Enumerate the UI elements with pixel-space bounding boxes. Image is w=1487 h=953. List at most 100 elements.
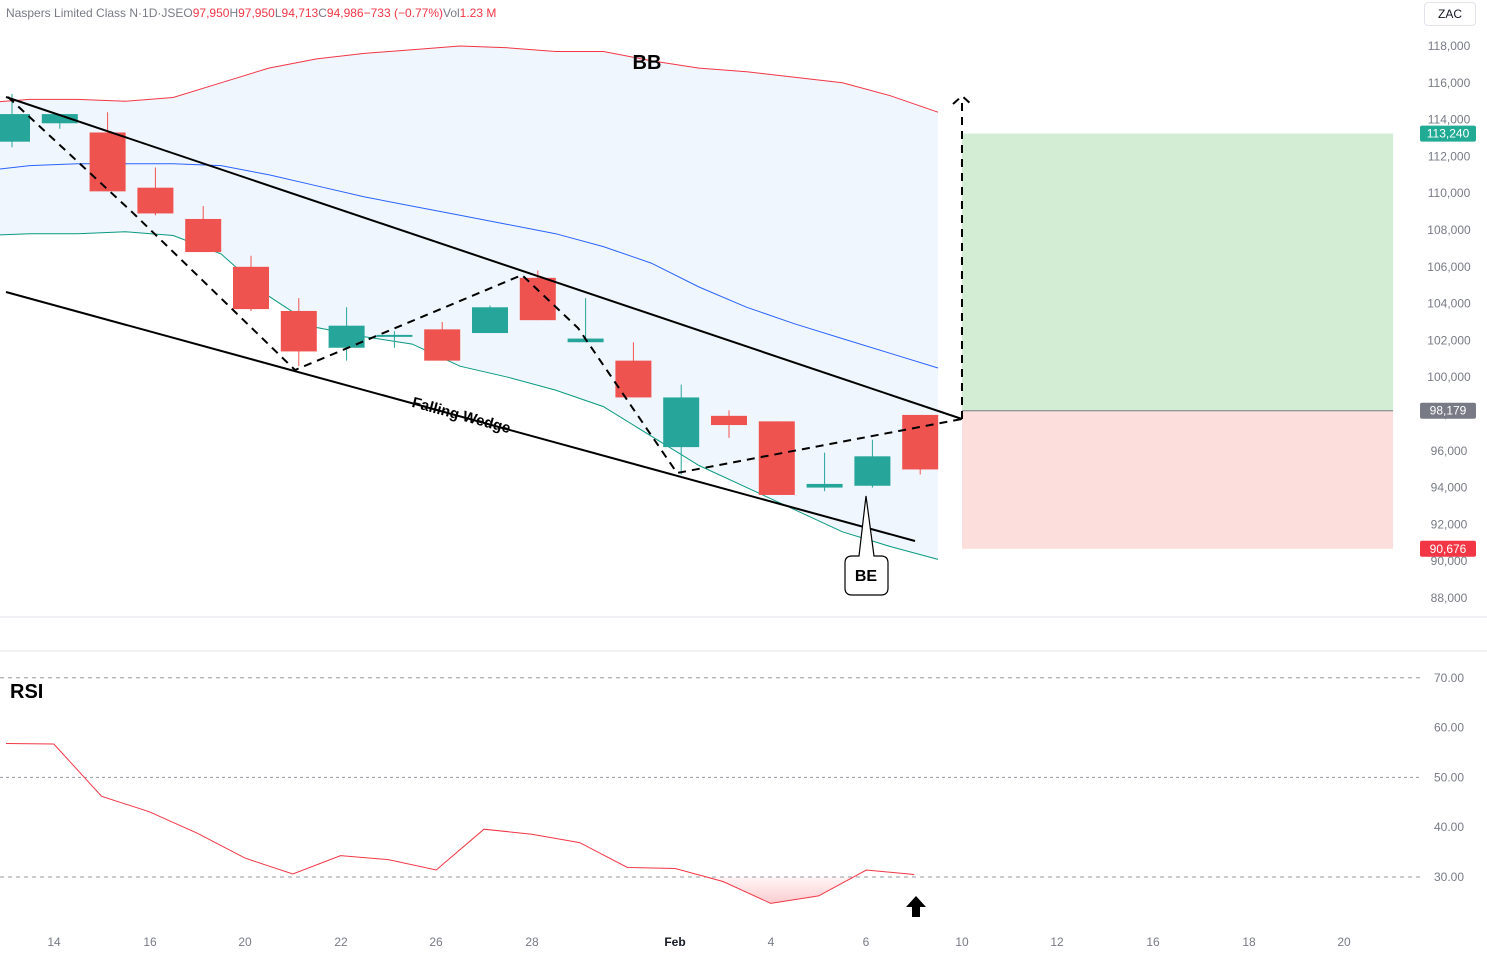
- entry-price-badge-text: 98,179: [1430, 404, 1467, 418]
- rsi-tick-label: 60.00: [1434, 721, 1464, 735]
- time-tick-label: 26: [429, 935, 443, 949]
- rsi-tick-label: 50.00: [1434, 770, 1464, 784]
- time-tick-label: 28: [525, 935, 539, 949]
- price-tick-label: 106,000: [1427, 260, 1471, 274]
- rsi-tick-label: 30.00: [1434, 870, 1464, 884]
- candle-body: [615, 360, 652, 398]
- rsi-oversold-fill: [706, 877, 854, 904]
- candle-body: [758, 421, 795, 495]
- bb-lower-line: [0, 231, 939, 560]
- rsi-title[interactable]: RSI: [10, 681, 43, 703]
- candle: [233, 255, 269, 311]
- bb-label[interactable]: BB: [633, 52, 662, 74]
- wedge-lower-line[interactable]: [5, 291, 916, 542]
- candle-body: [233, 266, 269, 310]
- candle: [89, 112, 126, 192]
- price-tick-label: 90,000: [1431, 554, 1468, 568]
- projection-arrowhead[interactable]: [952, 94, 972, 105]
- candle-body: [0, 114, 30, 142]
- candle-body: [711, 415, 747, 426]
- candle: [328, 307, 365, 361]
- time-axis[interactable]: 14 16 20 22 26 28 Feb 4 6 10 12 16 18 20: [47, 935, 1351, 949]
- time-tick-label: 20: [1337, 935, 1351, 949]
- open-key: O: [183, 6, 193, 20]
- candle-body: [424, 329, 461, 361]
- price-tick-label: 88,000: [1431, 591, 1468, 605]
- price-tick-label: 110,000: [1428, 186, 1471, 200]
- close-key: C: [318, 6, 327, 20]
- time-tick-label: 12: [1050, 935, 1064, 949]
- target-price-badge-bg: [1420, 125, 1476, 142]
- price-tick-label: 94,000: [1431, 481, 1468, 495]
- candle-body: [519, 277, 556, 321]
- symbol-name[interactable]: Naspers Limited Class N: [6, 6, 139, 20]
- candle: [0, 93, 30, 148]
- volume-key: Vol: [442, 6, 460, 20]
- price-tick-label: 116,000: [1428, 76, 1471, 90]
- candle: [806, 452, 843, 492]
- falling-wedge-drawing[interactable]: [5, 96, 963, 542]
- arrow-up-icon[interactable]: [906, 896, 926, 917]
- price-tick-label: 118,000: [1428, 39, 1471, 53]
- candle: [185, 206, 222, 253]
- candle: [41, 114, 78, 129]
- rsi-tick-label: 40.00: [1434, 820, 1464, 834]
- candle: [472, 305, 508, 334]
- candle: [376, 331, 413, 348]
- be-callout-label: BE: [855, 568, 878, 585]
- candle-body: [902, 414, 939, 470]
- price-tick-label: 114,000: [1428, 113, 1471, 127]
- candle-body: [280, 310, 317, 352]
- high-key: H: [229, 6, 239, 20]
- bb-fill: [0, 46, 938, 560]
- be-callout[interactable]: BE: [844, 495, 889, 596]
- time-tick-label: 6: [863, 935, 870, 949]
- candle-body: [663, 397, 700, 448]
- separator: ·: [157, 6, 162, 20]
- candle-body: [328, 325, 365, 348]
- candle: [280, 298, 317, 367]
- change-value: −733 (−0.77%): [363, 6, 443, 20]
- stop-zone[interactable]: [962, 410, 1393, 549]
- time-tick-label: 16: [1146, 935, 1160, 949]
- price-labels: 113,240 98,179 90,676: [1420, 125, 1476, 557]
- stop-price-badge[interactable]: 90,676: [1420, 540, 1476, 557]
- candle-body: [185, 218, 222, 253]
- currency-button[interactable]: ZAC: [1424, 2, 1476, 26]
- rsi-line: [5, 743, 915, 904]
- entry-price-badge-bg: [1420, 402, 1476, 419]
- rsi-levels: [0, 677, 1420, 878]
- zigzag-pattern[interactable]: [7, 96, 963, 475]
- price-tick-label: 102,000: [1427, 333, 1471, 347]
- candle-body: [376, 334, 413, 337]
- time-tick-label: Feb: [664, 935, 685, 949]
- wedge-upper-line[interactable]: [5, 96, 963, 420]
- target-zone[interactable]: [962, 133, 1393, 411]
- rsi-axis[interactable]: 30.00 40.00 50.00 60.00 70.00: [1434, 671, 1464, 884]
- stop-price-badge-text: 90,676: [1430, 542, 1467, 556]
- candles: [0, 93, 939, 495]
- high-value: 97,950: [238, 6, 275, 20]
- candle-body: [472, 307, 508, 334]
- price-tick-label: 96,000: [1431, 444, 1468, 458]
- time-tick-label: 16: [143, 935, 157, 949]
- price-axis[interactable]: 88,00090,00092,00094,00096,00098,000100,…: [1427, 39, 1471, 605]
- target-price-badge[interactable]: 113,240: [1420, 125, 1476, 142]
- interval-label[interactable]: 1D: [142, 6, 158, 20]
- time-tick-label: 4: [768, 935, 775, 949]
- open-value: 97,950: [192, 6, 230, 20]
- entry-price-badge[interactable]: 98,179: [1420, 402, 1476, 419]
- symbol-legend: Naspers Limited Class N · 1D · JSE O 97,…: [6, 6, 496, 20]
- low-key: L: [274, 6, 282, 20]
- candle-body: [137, 187, 174, 214]
- price-tick-label: 104,000: [1427, 297, 1471, 311]
- candle: [663, 384, 700, 475]
- time-tick-label: 10: [955, 935, 969, 949]
- target-price-badge-text: 113,240: [1427, 127, 1470, 141]
- candle: [758, 421, 795, 495]
- candle: [854, 439, 891, 488]
- low-value: 94,713: [281, 6, 319, 20]
- falling-wedge-label[interactable]: Falling Wedge: [410, 394, 512, 437]
- candle: [424, 322, 461, 361]
